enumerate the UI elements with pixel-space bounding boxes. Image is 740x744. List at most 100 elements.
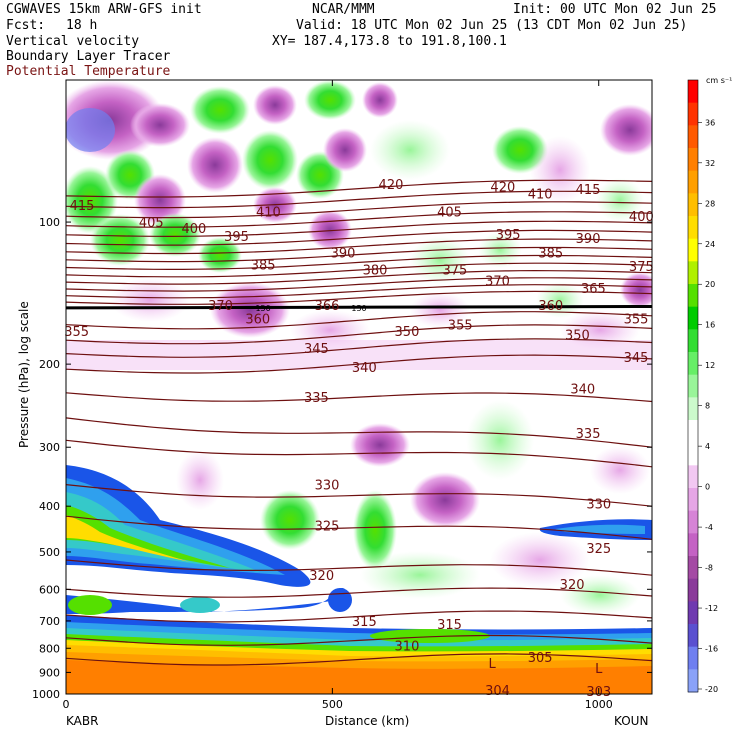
colorbar-label: -20 xyxy=(705,685,718,694)
colorbar-swatch xyxy=(688,669,698,693)
y-tick-label: 200 xyxy=(39,358,60,371)
theta-label: 340 xyxy=(352,361,377,376)
x-tick-label: 1000 xyxy=(585,698,613,711)
theta-contour xyxy=(66,392,652,403)
theta-label: 320 xyxy=(560,578,585,593)
field-vertical-velocity: Vertical velocity xyxy=(6,34,140,49)
theta-contour xyxy=(66,484,652,507)
theta-label: 330 xyxy=(315,479,340,494)
theta-contour xyxy=(66,417,652,448)
theta-contour xyxy=(66,201,652,219)
theta-contour xyxy=(66,610,652,623)
theta-label: 355 xyxy=(64,325,89,340)
y-tick-label: 300 xyxy=(39,441,60,454)
tracer-label: 150 xyxy=(351,304,366,313)
theta-label: 305 xyxy=(528,651,553,666)
fcst-label: Fcst: xyxy=(6,18,46,33)
theta-label: 405 xyxy=(139,216,164,231)
theta-contour xyxy=(66,277,652,292)
theta-contour xyxy=(66,211,652,228)
colorbar-label: 20 xyxy=(705,280,715,289)
colorbar-swatch xyxy=(688,329,698,353)
theta-contour xyxy=(66,262,652,278)
low-marker: L xyxy=(489,657,497,672)
theta-contour xyxy=(66,290,652,305)
valid-time: Valid: 18 UTC Mon 02 Jun 25 (13 CDT Mon … xyxy=(296,18,688,33)
colorbar-swatch xyxy=(688,442,698,466)
theta-contour xyxy=(66,229,652,246)
theta-label: 370 xyxy=(208,299,233,314)
y-tick-label: 400 xyxy=(39,500,60,513)
colorbar-swatch xyxy=(688,601,698,625)
colorbar-swatch xyxy=(688,578,698,602)
x-tick-label: 0 xyxy=(63,698,70,711)
colorbar-label: -12 xyxy=(705,604,718,613)
theta-contour xyxy=(66,238,652,255)
theta-label: 350 xyxy=(565,328,590,343)
org-label: NCAR/MMM xyxy=(312,2,375,17)
potential-temperature-contours xyxy=(66,179,652,666)
theta-contour xyxy=(66,179,652,198)
y-axis: 100 200 300 400 500 600 700 800 900 1000 xyxy=(32,216,652,701)
y-tick-label: 100 xyxy=(39,216,60,229)
colorbar-swatch xyxy=(688,238,698,262)
theta-contour xyxy=(66,190,652,209)
colorbar-label: 32 xyxy=(705,159,715,168)
theta-label: 390 xyxy=(331,246,356,261)
colorbar-label: 8 xyxy=(705,402,710,411)
colorbar-swatch xyxy=(688,261,698,285)
colorbar-swatch xyxy=(688,216,698,240)
colorbar-swatch xyxy=(688,397,698,421)
fcst-value: 18 h xyxy=(66,18,98,33)
field-boundary-layer-tracer: Boundary Layer Tracer xyxy=(6,49,171,64)
theta-label: 365 xyxy=(581,282,606,297)
theta-contour xyxy=(66,354,652,374)
theta-label: 395 xyxy=(496,228,521,243)
theta-label: 420 xyxy=(379,178,404,193)
colorbar-swatch xyxy=(688,374,698,398)
x-axis-label: Distance (km) xyxy=(325,714,409,728)
theta-contour xyxy=(66,269,652,285)
colorbar-label: 12 xyxy=(705,361,715,370)
y-tick-label: 500 xyxy=(39,546,60,559)
theta-label: 340 xyxy=(570,382,595,397)
theta-label: 325 xyxy=(315,520,340,535)
theta-label: 315 xyxy=(352,615,377,630)
theta-contour xyxy=(66,284,652,299)
theta-label: 335 xyxy=(576,427,601,442)
theta-contour xyxy=(66,254,652,270)
tracer-label: 150 xyxy=(255,304,270,313)
theta-label: 330 xyxy=(586,498,611,513)
colorbar-label: -4 xyxy=(705,523,713,532)
y-tick-label: 1000 xyxy=(32,688,60,701)
theta-label: 304 xyxy=(485,684,510,699)
theta-label: 360 xyxy=(538,299,563,314)
theta-contour xyxy=(66,634,652,646)
theta-contour xyxy=(66,311,652,330)
colorbar-unit: cm s⁻¹ xyxy=(706,76,732,85)
colorbar: 36 32 28 24 20 16 12 8 4 0 -4 -8 -12 -16 -20 xyxy=(687,79,718,694)
theta-label: 370 xyxy=(485,275,510,290)
theta-label: 380 xyxy=(363,263,388,278)
theta-label: 335 xyxy=(304,391,329,406)
theta-label: 395 xyxy=(224,230,249,245)
theta-contour xyxy=(66,587,652,598)
y-axis-label: Pressure (hPa), log scale xyxy=(17,301,31,448)
colorbar-swatch xyxy=(688,125,698,149)
theta-label: 410 xyxy=(256,206,281,221)
colorbar-swatch xyxy=(688,646,698,670)
theta-label: 355 xyxy=(448,319,473,334)
theta-label: 345 xyxy=(304,342,329,357)
theta-label: 375 xyxy=(442,263,467,278)
theta-contour xyxy=(66,653,652,666)
theta-label: 345 xyxy=(624,351,649,366)
theta-contour xyxy=(66,220,652,238)
colorbar-label: 16 xyxy=(705,321,715,330)
theta-label: 315 xyxy=(437,618,462,633)
theta-label: 325 xyxy=(586,542,611,557)
theta-label: 400 xyxy=(181,222,206,237)
theta-label: 355 xyxy=(624,312,649,327)
right-station-label: KOUN xyxy=(614,714,648,728)
colorbar-swatch xyxy=(688,624,698,648)
